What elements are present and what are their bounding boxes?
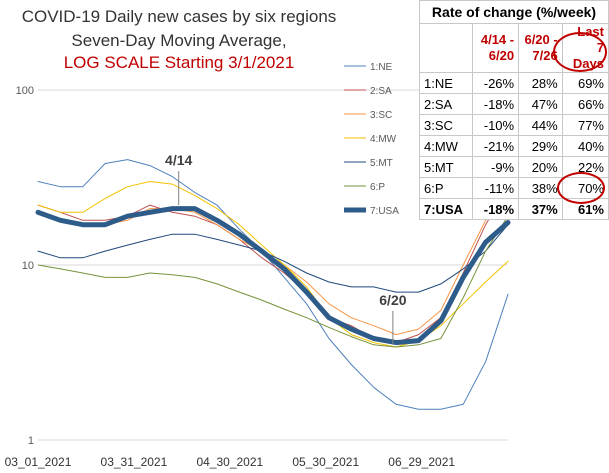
row-label: 1:NE — [418, 72, 474, 94]
legend-label: 7:USA — [370, 206, 399, 217]
annotations: 4/14 6/20 — [165, 152, 407, 345]
row-value: -26% — [472, 72, 520, 94]
x-tick-label: 03_01_2021 — [5, 455, 72, 469]
row-label: 3:SC — [418, 114, 474, 136]
series-line-7-usa — [35, 206, 511, 346]
table-body: 1:NE -26% 28% 69% 2:SA -18% 47% 66% 3:SC -10% 44% 7… — [418, 72, 609, 220]
row-value: 20% — [518, 156, 563, 178]
table-header-empty — [418, 23, 474, 73]
row-value: -9% — [472, 156, 520, 178]
row-label: 5:MT — [418, 156, 474, 178]
row-label: 7:USA — [418, 198, 474, 220]
row-value: 47% — [518, 93, 563, 115]
highlight-ring-header — [553, 32, 607, 72]
series-line-5-mt — [37, 224, 509, 293]
legend-label: 3:SC — [370, 110, 392, 121]
table-header-col1: 4/14 -6/20 — [472, 23, 520, 73]
row-value: -18% — [472, 93, 520, 115]
legend: 1:NE 2:SA 3:SC 4:MW 5:MT 6:P 7:USA — [344, 62, 399, 217]
x-tick-label: 05_30_2021 — [292, 455, 359, 469]
row-value: -11% — [472, 177, 520, 199]
table-header-col2: 6/20 -7/26 — [518, 23, 563, 73]
series-line-6-p — [37, 215, 509, 348]
table-row: 7:USA -18% 37% 61% — [418, 198, 609, 220]
y-tick-labels: 100 10 1 — [16, 85, 34, 447]
row-label: 2:SA — [418, 93, 474, 115]
x-tick-label: 06_29_2021 — [388, 455, 455, 469]
x-tick-labels: 03_01_2021 03_31_2021 04_30_2021 05_30_2021… — [5, 455, 456, 469]
legend-label: 1:NE — [370, 62, 393, 73]
row-value: 40% — [561, 135, 609, 157]
table-row: 1:NE -26% 28% 69% — [418, 72, 609, 94]
highlight-ring-usa — [557, 172, 605, 204]
chart-title-line-2: Seven-Day Moving Average, — [71, 31, 287, 50]
row-value: 28% — [518, 72, 563, 94]
chart-title-line-1: COVID-19 Daily new cases by six regions — [21, 7, 337, 26]
row-value: -21% — [472, 135, 520, 157]
legend-label: 2:SA — [370, 86, 392, 97]
row-value: 77% — [561, 114, 609, 136]
chart-title-line-3: LOG SCALE Starting 3/1/2021 — [63, 53, 295, 72]
x-tick-label: 04_30_2021 — [196, 455, 263, 469]
row-value: 29% — [518, 135, 563, 157]
annotation-label: 6/20 — [379, 292, 406, 308]
table-row: 2:SA -18% 47% 66% — [418, 93, 609, 115]
legend-label: 5:MT — [370, 158, 393, 169]
row-value: -10% — [472, 114, 520, 136]
table-row: 4:MW -21% 29% 40% — [418, 135, 609, 157]
row-value: 37% — [518, 198, 563, 220]
row-value: 69% — [561, 72, 609, 94]
row-value: 44% — [518, 114, 563, 136]
row-label: 6:P — [418, 177, 474, 199]
annotation-label: 4/14 — [165, 152, 192, 168]
row-value: 38% — [518, 177, 563, 199]
series-lines — [35, 159, 511, 410]
y-tick-label: 100 — [16, 85, 34, 97]
row-value: 66% — [561, 93, 609, 115]
row-value: -18% — [472, 198, 520, 220]
x-tick-label: 03_31_2021 — [101, 455, 168, 469]
legend-label: 4:MW — [370, 134, 397, 145]
table-caption: Rate of change (%/week) — [419, 0, 609, 24]
row-label: 4:MW — [418, 135, 474, 157]
y-tick-label: 1 — [28, 435, 34, 447]
legend-label: 6:P — [370, 182, 385, 193]
series-line-1-ne — [37, 159, 509, 410]
y-tick-label: 10 — [22, 260, 34, 272]
table-row: 3:SC -10% 44% 77% — [418, 114, 609, 136]
